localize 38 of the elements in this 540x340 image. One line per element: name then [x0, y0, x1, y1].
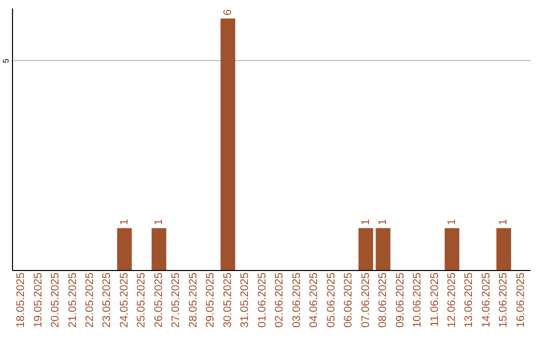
y-tick-label: 5	[2, 58, 10, 64]
data-label: 1	[446, 218, 458, 226]
data-label: 1	[152, 218, 165, 226]
x-tick-label: 27.05.2025	[170, 272, 182, 328]
x-tick-label: 16.06.2025	[514, 272, 527, 328]
data-label: 6	[222, 9, 234, 16]
x-tick-label: 08.06.2025	[377, 272, 390, 328]
x-tick-label: 02.06.2025	[274, 272, 286, 328]
x-tick-label: 18.05.2025	[15, 272, 28, 328]
data-label: 1	[360, 218, 372, 226]
x-tick-label: 31.05.2025	[239, 272, 252, 328]
x-tick-label: 10.06.2025	[412, 272, 424, 328]
x-tick-label: 06.06.2025	[342, 272, 355, 328]
data-label: 1	[377, 218, 390, 226]
x-tick-label: 21.05.2025	[66, 272, 79, 328]
x-tick-label: 14.06.2025	[480, 272, 492, 328]
data-label: 1	[498, 218, 510, 226]
x-tick-label: 05.06.2025	[325, 272, 338, 328]
x-tick-label: 20.05.2025	[50, 272, 62, 328]
x-tick-label: 23.05.2025	[101, 272, 114, 328]
x-tick-label: 12.06.2025	[446, 272, 458, 328]
x-tick-label: 09.06.2025	[394, 272, 406, 328]
x-tick-label: 01.06.2025	[256, 272, 268, 328]
x-tick-label: 22.05.2025	[84, 272, 96, 328]
x-tick-label: 03.06.2025	[290, 272, 303, 328]
x-tick-label: 19.05.2025	[32, 272, 44, 328]
x-tick-label: 04.06.2025	[308, 272, 320, 328]
x-tick-label: 26.05.2025	[152, 272, 165, 328]
x-tick-label: 24.05.2025	[118, 272, 130, 328]
x-tick-label: 25.05.2025	[136, 272, 148, 328]
x-tick-label: 28.05.2025	[187, 272, 200, 328]
x-tick-label: 13.06.2025	[463, 272, 476, 328]
x-tick-label: 15.06.2025	[498, 272, 510, 328]
x-tick-label: 07.06.2025	[360, 272, 372, 328]
x-tick-label: 29.05.2025	[204, 272, 217, 328]
x-tick-label: 11.06.2025	[428, 272, 441, 327]
x-tick-label: 30.05.2025	[222, 272, 234, 328]
data-label: 1	[118, 218, 130, 226]
